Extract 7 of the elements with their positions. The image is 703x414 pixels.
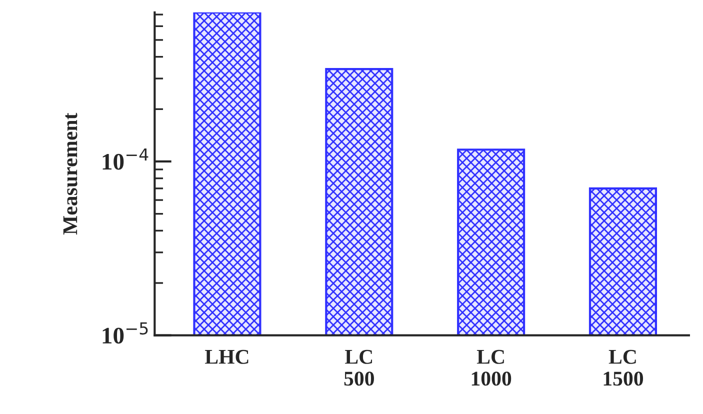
y-tick-label: 10$^{−5}$ xyxy=(102,322,148,344)
x-tick-label: LC 1000 xyxy=(472,350,512,386)
y-tick-label: 10$^{−4}$ xyxy=(102,148,148,170)
y-axis-title: Measurement xyxy=(63,112,78,235)
x-tick-label: LC 500 xyxy=(344,350,374,386)
x-tick-label: LC 1500 xyxy=(604,350,644,386)
x-tick-label: LHC xyxy=(205,350,248,364)
